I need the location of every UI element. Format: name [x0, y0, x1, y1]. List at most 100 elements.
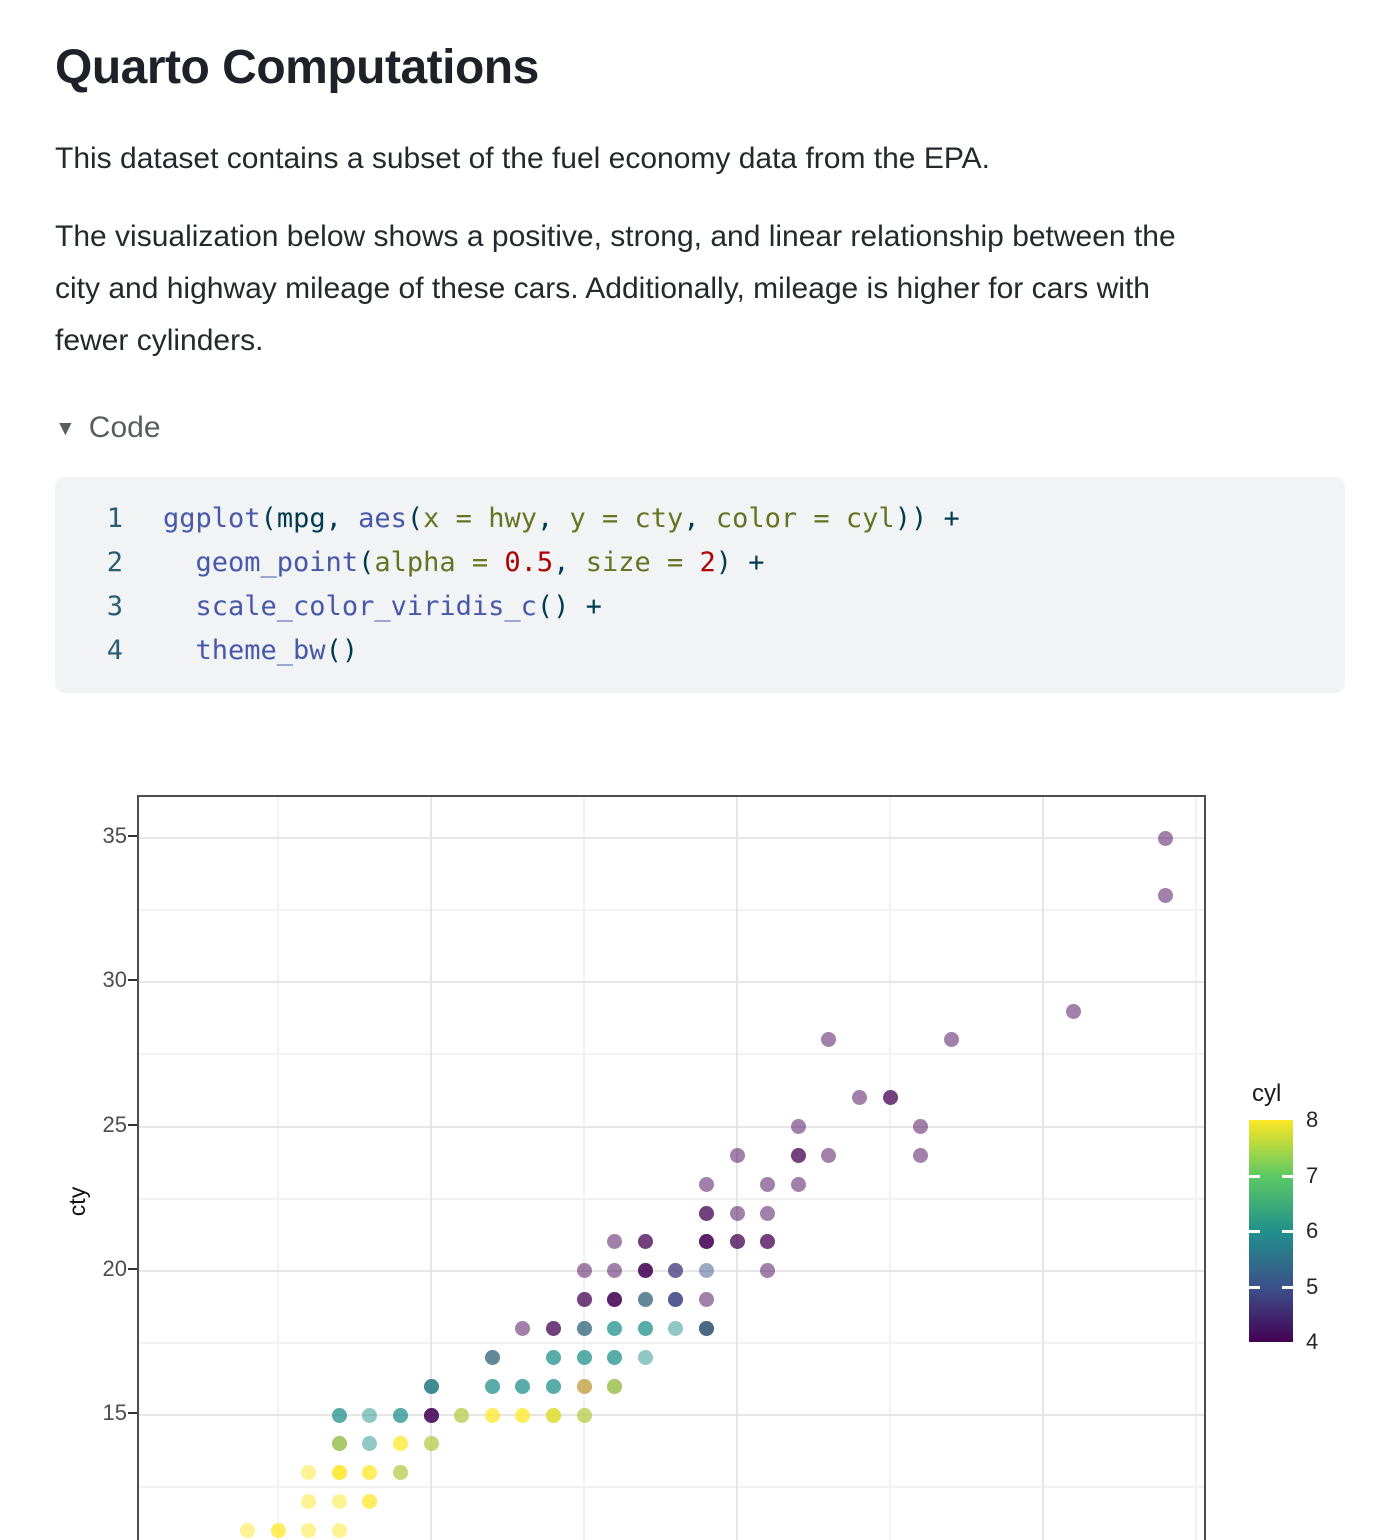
- gridline-minor: [277, 797, 279, 1540]
- data-point: [913, 1119, 929, 1134]
- code-token: 2: [699, 547, 716, 579]
- data-point: [545, 1349, 561, 1365]
- y-axis-tick-label: 35: [102, 823, 127, 848]
- code-token: =: [797, 503, 846, 535]
- data-point: [851, 1090, 867, 1106]
- gridline-major: [139, 1125, 1204, 1128]
- gridline-major: [736, 797, 738, 1540]
- code-token: y: [569, 503, 586, 535]
- quarto-document: Quarto Computations This dataset contain…: [0, 40, 1400, 1540]
- data-point: [392, 1407, 408, 1423]
- data-point: [607, 1292, 623, 1308]
- code-line-number: 1: [106, 503, 123, 535]
- data-point: [698, 1234, 714, 1250]
- data-point: [698, 1176, 714, 1192]
- data-point: [576, 1378, 592, 1394]
- code-token: [163, 547, 196, 578]
- data-point: [392, 1465, 408, 1481]
- y-axis-tick: [128, 835, 137, 837]
- code-token: ) +: [715, 547, 765, 579]
- data-point: [913, 1147, 929, 1163]
- gridline-major: [139, 981, 1204, 984]
- gridline-minor: [889, 797, 891, 1540]
- y-axis-tick-label: 30: [102, 967, 127, 993]
- legend-tick-mark: [1249, 1285, 1260, 1289]
- description-line: The visualization below shows a positive…: [55, 220, 1176, 254]
- data-point: [943, 1032, 959, 1048]
- data-point: [301, 1465, 317, 1481]
- data-point: [668, 1292, 684, 1308]
- data-point: [790, 1147, 806, 1163]
- data-point: [821, 1032, 837, 1048]
- legend-tick-mark: [1282, 1174, 1293, 1178]
- data-point: [484, 1378, 500, 1394]
- data-point: [301, 1494, 317, 1510]
- gridline-minor: [139, 1053, 1204, 1056]
- description-line: city and highway mileage of these cars. …: [55, 272, 1150, 306]
- code-token: ,: [683, 503, 716, 535]
- page-title: Quarto Computations: [55, 41, 539, 94]
- data-point: [484, 1349, 500, 1365]
- data-point: [331, 1436, 347, 1452]
- y-axis-tick: [128, 1267, 137, 1270]
- data-point: [607, 1234, 623, 1250]
- code-token: x: [423, 503, 440, 535]
- code-token: size: [585, 547, 651, 579]
- code-line: 2 geom_point(alpha = 0.5, size = 2) +: [85, 541, 1315, 585]
- code-token: cty: [634, 503, 684, 535]
- y-axis-tick-label: 25: [102, 1111, 127, 1137]
- data-point: [607, 1378, 623, 1394]
- code-token: scale_color_viridis_c: [195, 591, 537, 623]
- plot-panel: [137, 795, 1206, 1540]
- code-disclosure-toggle[interactable]: ▼ Code: [55, 411, 1345, 445]
- data-point: [362, 1494, 378, 1510]
- data-point: [637, 1263, 653, 1279]
- code-line: 3 scale_color_viridis_c() +: [85, 585, 1315, 629]
- data-point: [698, 1205, 714, 1221]
- data-point: [698, 1320, 714, 1336]
- data-point: [760, 1205, 776, 1221]
- data-point: [515, 1407, 531, 1423]
- data-point: [331, 1494, 347, 1510]
- code-token: [163, 635, 196, 666]
- data-point: [270, 1522, 286, 1538]
- code-token: mpg: [276, 503, 326, 535]
- y-axis-title: cty: [64, 1186, 91, 1217]
- y-axis-tick: [128, 1412, 137, 1414]
- data-point: [423, 1407, 439, 1423]
- code-line: 4 theme_bw(): [85, 629, 1315, 673]
- data-point: [576, 1320, 592, 1336]
- code-token: [163, 591, 196, 622]
- code-token: color: [715, 503, 798, 535]
- gridline-minor: [139, 909, 1204, 912]
- data-point: [729, 1234, 745, 1250]
- data-point: [698, 1263, 714, 1279]
- data-point: [545, 1378, 561, 1394]
- data-point: [239, 1522, 255, 1538]
- data-point: [607, 1263, 623, 1279]
- code-token: alpha: [374, 547, 456, 579]
- code-token: hwy: [488, 503, 537, 535]
- code-token: cyl: [845, 503, 895, 535]
- data-point: [331, 1522, 347, 1538]
- data-point: [515, 1320, 531, 1336]
- code-token: () +: [536, 591, 602, 623]
- data-point: [362, 1436, 378, 1452]
- code-token: (: [358, 547, 375, 579]
- data-point: [301, 1522, 317, 1538]
- code-line-number: 3: [106, 591, 123, 623]
- code-token: ,: [325, 503, 359, 535]
- data-point: [729, 1147, 745, 1163]
- data-point: [576, 1292, 592, 1308]
- data-point: [882, 1090, 898, 1106]
- gridline-minor: [139, 1486, 1204, 1489]
- description-paragraph: The visualization below shows a positive…: [55, 211, 1345, 367]
- data-point: [515, 1378, 531, 1394]
- data-point: [576, 1349, 592, 1365]
- code-token: (): [325, 635, 359, 667]
- code-token: ,: [553, 547, 586, 579]
- code-token: theme_bw: [195, 635, 326, 667]
- data-point: [760, 1234, 776, 1250]
- data-point: [637, 1292, 653, 1308]
- data-point: [668, 1320, 684, 1336]
